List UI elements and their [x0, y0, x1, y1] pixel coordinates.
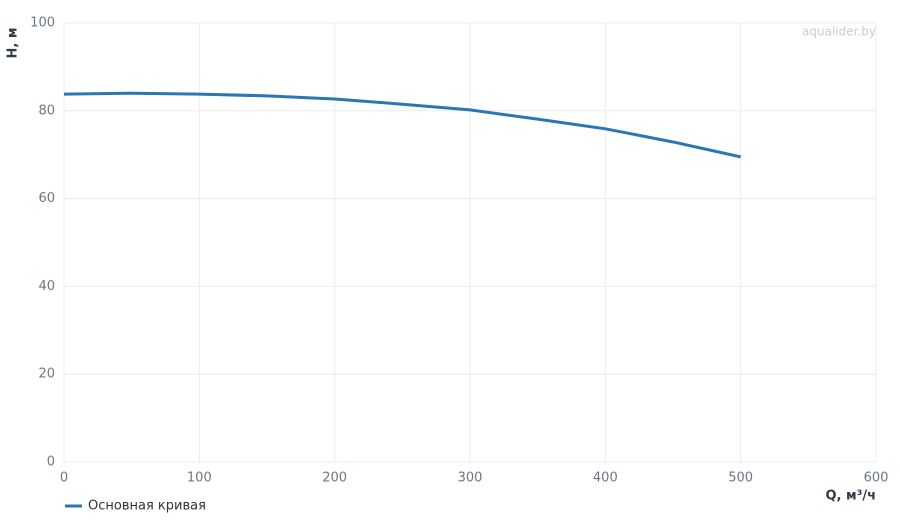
x-tick-label: 600	[864, 471, 889, 486]
x-tick-label: 200	[322, 471, 347, 486]
legend-label: Основная кривая	[88, 499, 206, 514]
y-tick-label: 60	[38, 191, 55, 206]
x-tick-label: 0	[60, 471, 68, 486]
line	[63, 91, 741, 159]
x-tick-label: 500	[728, 471, 753, 486]
y-tick-label: 100	[30, 16, 55, 31]
watermark: aqualider.by	[802, 25, 876, 39]
x-axis-label: Q, м³/ч	[825, 489, 876, 504]
x-tick-label: 400	[593, 471, 618, 486]
y-axis-label: H, м	[6, 28, 21, 59]
x-tick-label: 100	[187, 471, 212, 486]
y-tick-label: 40	[38, 279, 55, 294]
x-tick-label: 300	[458, 471, 483, 486]
y-tick-label: 20	[38, 367, 55, 382]
y-tick-label: 0	[47, 455, 55, 470]
y-tick-label: 80	[38, 103, 55, 118]
